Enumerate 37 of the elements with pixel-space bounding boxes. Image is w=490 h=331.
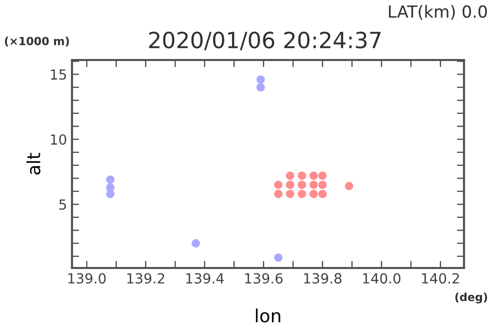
- point: [344, 182, 354, 190]
- x-tick-label: 139.2: [127, 273, 164, 284]
- text: (deg): [455, 292, 488, 304]
- x-axis-title: lon: [256, 308, 280, 322]
- point: [106, 183, 114, 192]
- text: (×1000 m): [4, 36, 69, 47]
- y-tick-label: 5: [59, 199, 66, 210]
- x-tick-label: 140.0: [363, 273, 400, 284]
- x-tick-label: 139.0: [68, 273, 106, 284]
- x-tick-label: 139.6: [245, 273, 283, 284]
- point: [310, 172, 318, 180]
- chart-title: 2020/01/06 20:24:37: [149, 32, 381, 50]
- point: [318, 180, 327, 189]
- point: [256, 75, 265, 84]
- point: [318, 172, 327, 180]
- point: [286, 190, 294, 198]
- point: [318, 190, 327, 198]
- point: [106, 175, 114, 184]
- point: [274, 180, 282, 189]
- point: [310, 190, 318, 198]
- x-tick-label: 139.4: [186, 273, 224, 284]
- point: [298, 180, 306, 189]
- point: [286, 180, 294, 189]
- point: [298, 190, 306, 198]
- point: [274, 190, 282, 198]
- y-tick-label: 10: [50, 134, 66, 145]
- point: [310, 180, 318, 189]
- y-tick-label: 15: [50, 69, 66, 80]
- point: [286, 172, 294, 180]
- point: [192, 239, 200, 248]
- y-axis-title: alt: [26, 152, 40, 174]
- chart-subtitle: LAT(km) 0.0: [388, 4, 487, 20]
- point: [298, 172, 306, 180]
- x-tick-label: 139.8: [304, 273, 342, 284]
- point: [274, 253, 282, 262]
- x-tick-label: 140.2: [422, 273, 459, 284]
- point: [256, 83, 265, 92]
